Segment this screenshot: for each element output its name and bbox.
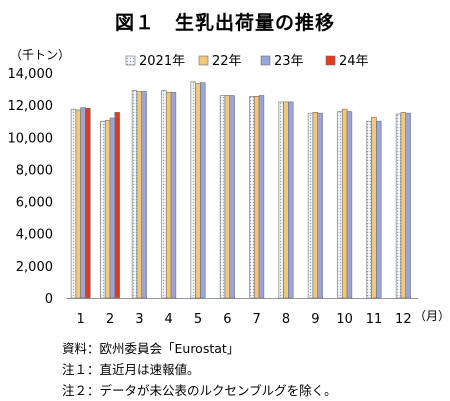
bar xyxy=(190,81,196,299)
y-tick-label: 2,000 xyxy=(16,260,53,275)
bar xyxy=(312,112,319,299)
bar xyxy=(395,113,402,299)
bar xyxy=(317,112,323,299)
note-1: 注１：直近月は速報値。 xyxy=(62,362,200,377)
y-tick-label: 4,000 xyxy=(16,228,53,243)
x-tick-label: 10 xyxy=(336,312,353,327)
bar xyxy=(141,91,147,299)
bar xyxy=(170,91,177,299)
x-tick-label: 5 xyxy=(194,312,202,327)
bar xyxy=(100,120,106,299)
note-2: 注２：データが未公表のルクセンブルグを除く。 xyxy=(62,383,337,398)
bar xyxy=(283,101,289,299)
x-tick-label: 8 xyxy=(282,312,290,327)
legend-label: 23年 xyxy=(274,54,304,69)
bar xyxy=(161,90,167,299)
y-tick-label: 0 xyxy=(45,292,53,307)
y-tick-label: 8,000 xyxy=(16,163,53,178)
bar-series xyxy=(70,81,411,299)
x-tick-label: 9 xyxy=(311,312,319,327)
bar xyxy=(85,108,91,299)
chart-legend: 2021年 22年 23年 24年 xyxy=(125,54,369,69)
x-tick-label: 11 xyxy=(366,312,383,327)
bar xyxy=(366,120,372,299)
bar xyxy=(104,120,111,299)
bar xyxy=(346,111,353,299)
bar xyxy=(288,101,294,299)
x-axis-unit: （月） xyxy=(414,309,450,323)
x-tick-label: 7 xyxy=(253,312,261,327)
y-tick-label: 14,000 xyxy=(8,67,54,82)
bar xyxy=(229,95,235,299)
bar xyxy=(341,108,348,299)
bar xyxy=(165,91,172,299)
bar xyxy=(200,82,206,299)
bar xyxy=(75,109,81,299)
bar xyxy=(195,83,201,299)
bar xyxy=(109,117,116,299)
bar xyxy=(224,95,231,299)
bar xyxy=(80,107,86,299)
chart-title: 図１ 生乳出荷量の推移 xyxy=(114,12,335,34)
y-axis-unit: （千トン） xyxy=(10,48,71,62)
x-axis: 1 2 3 4 5 6 7 8 9 10 11 12 xyxy=(77,312,412,327)
y-tick-label: 6,000 xyxy=(16,196,53,211)
bar xyxy=(249,96,255,299)
bar xyxy=(376,120,382,299)
bar xyxy=(337,111,343,299)
bar xyxy=(400,112,407,299)
legend-label: 2021年 xyxy=(139,54,185,69)
bar xyxy=(307,112,314,299)
bar xyxy=(136,91,143,299)
y-tick-label: 10,000 xyxy=(8,131,54,146)
bar xyxy=(371,116,377,299)
legend-label: 22年 xyxy=(212,54,242,69)
legend-label: 24年 xyxy=(339,54,369,69)
x-tick-label: 6 xyxy=(223,312,231,327)
x-tick-label: 12 xyxy=(395,312,412,327)
x-tick-label: 3 xyxy=(135,312,143,327)
legend-swatch xyxy=(198,55,209,66)
y-tick-label: 12,000 xyxy=(8,99,54,114)
bar xyxy=(131,90,138,299)
legend-swatch xyxy=(125,55,136,66)
legend-swatch xyxy=(260,55,271,66)
x-tick-label: 4 xyxy=(165,312,173,327)
bar xyxy=(253,96,260,299)
bar xyxy=(70,108,77,299)
bar xyxy=(114,112,120,299)
x-tick-label: 2 xyxy=(106,312,114,327)
x-tick-label: 1 xyxy=(77,312,85,327)
bar xyxy=(405,112,411,299)
legend-swatch xyxy=(325,55,336,66)
bar xyxy=(219,95,226,299)
bar xyxy=(258,95,265,299)
source-note: 資料：欧州委員会「Eurostat」 xyxy=(62,341,240,356)
y-axis: 0 2,000 4,000 6,000 8,000 10,000 12,000 14,000 xyxy=(8,67,418,307)
bar xyxy=(278,101,284,299)
